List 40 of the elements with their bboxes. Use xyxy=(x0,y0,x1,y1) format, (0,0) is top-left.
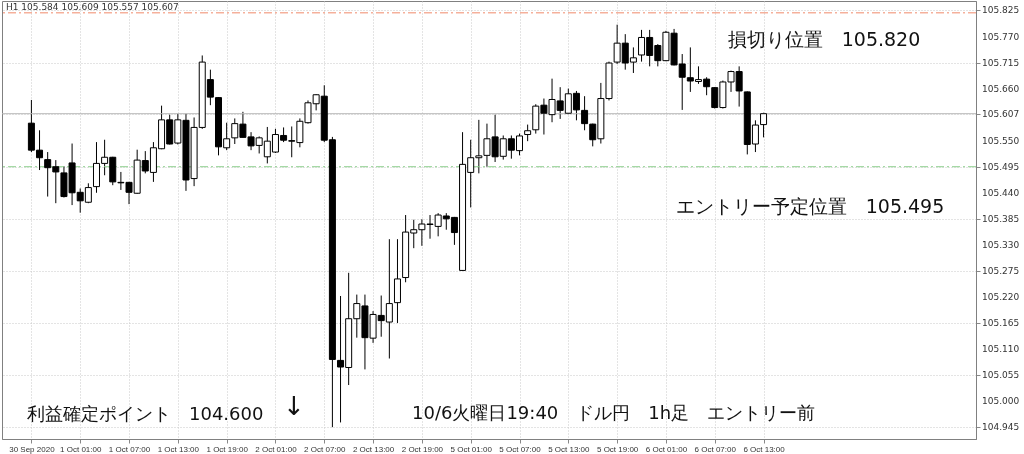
annotation: 10/6火曜日19:40 ドル円 1h足 エントリー前 xyxy=(412,402,816,423)
y-tick-label: 105.000 xyxy=(982,396,1020,407)
annotation: 利益確定ポイント 104.600 xyxy=(27,403,264,424)
x-tick-label: 2 Oct 01:00 xyxy=(255,444,298,454)
candlestick xyxy=(393,238,401,324)
y-tick-label: 105.330 xyxy=(982,239,1020,250)
x-tick-label: 1 Oct 07:00 xyxy=(108,444,151,454)
x-tick-label: 5 Oct 19:00 xyxy=(596,444,639,454)
y-tick-label: 105.110 xyxy=(982,344,1020,355)
x-tick-label: 1 Oct 13:00 xyxy=(157,444,200,454)
x-tick-label: 1 Oct 19:00 xyxy=(206,444,249,454)
x-tick-label: 6 Oct 13:00 xyxy=(743,444,786,454)
x-tick-label: 6 Oct 01:00 xyxy=(645,444,688,454)
y-tick-label: 105.607 xyxy=(982,108,1020,119)
x-tick-label: 2 Oct 13:00 xyxy=(352,444,395,454)
ref-line-label: 損切り位置 105.820 xyxy=(727,27,921,50)
x-tick-label: 5 Oct 07:00 xyxy=(499,444,542,454)
x-tick-label: 2 Oct 07:00 xyxy=(304,444,346,454)
y-tick-label: 105.770 xyxy=(982,31,1020,42)
x-tick-label: 5 Oct 01:00 xyxy=(450,444,493,454)
ref-line-label: エントリー予定位置 105.495 xyxy=(675,194,945,217)
y-tick-label: 105.715 xyxy=(982,57,1020,68)
annotation: H1 105.584 105.609 105.557 105.607 xyxy=(6,2,179,12)
annotation: ↓ xyxy=(283,391,305,421)
y-tick-label: 105.165 xyxy=(982,317,1020,328)
y-tick-label: 105.825 xyxy=(982,5,1020,16)
y-tick-label: 105.660 xyxy=(982,83,1020,94)
y-tick-label: 105.275 xyxy=(982,265,1020,276)
x-tick-label: 6 Oct 07:00 xyxy=(694,444,737,454)
y-tick-label: 105.550 xyxy=(982,135,1020,146)
x-tick-label: 2 Oct 19:00 xyxy=(401,444,444,454)
x-tick-label: 5 Oct 13:00 xyxy=(548,444,591,454)
x-tick-label: 30 Sep 2020 xyxy=(9,444,56,454)
y-tick-label: 105.495 xyxy=(982,161,1020,172)
y-tick-label: 105.220 xyxy=(982,291,1020,302)
y-tick-label: 105.055 xyxy=(982,370,1020,381)
y-tick-label: 105.385 xyxy=(982,213,1020,224)
x-tick-label: 1 Oct 01:00 xyxy=(60,444,102,454)
y-tick-label: 104.945 xyxy=(982,422,1020,433)
y-tick-label: 105.440 xyxy=(982,187,1020,198)
